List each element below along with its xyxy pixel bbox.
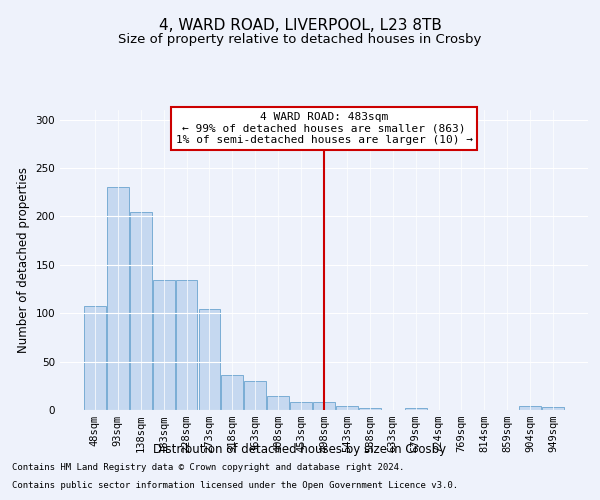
Text: Contains public sector information licensed under the Open Government Licence v3: Contains public sector information licen…	[12, 481, 458, 490]
Text: Size of property relative to detached houses in Crosby: Size of property relative to detached ho…	[118, 32, 482, 46]
Y-axis label: Number of detached properties: Number of detached properties	[17, 167, 30, 353]
Bar	[107, 188, 128, 410]
Text: 4 WARD ROAD: 483sqm
← 99% of detached houses are smaller (863)
1% of semi-detach: 4 WARD ROAD: 483sqm ← 99% of detached ho…	[176, 112, 473, 145]
Text: Contains HM Land Registry data © Crown copyright and database right 2024.: Contains HM Land Registry data © Crown c…	[12, 464, 404, 472]
Bar	[520, 406, 541, 410]
Bar	[176, 280, 197, 410]
Bar	[267, 396, 289, 410]
Bar	[221, 375, 243, 410]
Bar	[244, 381, 266, 410]
Bar	[130, 212, 152, 410]
Bar	[313, 402, 335, 410]
Text: Distribution of detached houses by size in Crosby: Distribution of detached houses by size …	[154, 442, 446, 456]
Bar	[290, 402, 312, 410]
Bar	[199, 310, 220, 410]
Bar	[153, 280, 175, 410]
Bar	[84, 306, 106, 410]
Bar	[359, 408, 381, 410]
Bar	[542, 407, 564, 410]
Bar	[405, 408, 427, 410]
Text: 4, WARD ROAD, LIVERPOOL, L23 8TB: 4, WARD ROAD, LIVERPOOL, L23 8TB	[158, 18, 442, 32]
Bar	[336, 406, 358, 410]
